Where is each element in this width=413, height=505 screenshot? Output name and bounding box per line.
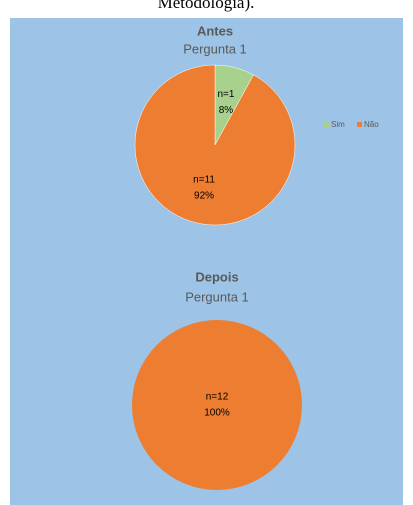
chart-subtitle: Pergunta 1 xyxy=(183,41,247,56)
count-label: n=12 xyxy=(206,392,229,403)
count-label: n=11 xyxy=(193,174,215,185)
value-label: 92% xyxy=(194,190,214,201)
pie-slice xyxy=(132,320,302,490)
chart-title: Depois xyxy=(195,269,238,284)
caption: Metodologia). xyxy=(158,0,255,12)
chart-title: Antes xyxy=(197,23,233,38)
pie-slice xyxy=(134,64,296,226)
value-label: 100% xyxy=(204,408,230,419)
chart-subtitle: Pergunta 1 xyxy=(185,289,249,304)
legend-swatch xyxy=(357,122,362,127)
value-label: 8% xyxy=(219,105,234,116)
legend-label: Não xyxy=(364,120,379,129)
legend-label: Sim xyxy=(331,120,345,129)
legend-swatch xyxy=(324,122,329,127)
count-label: n=1 xyxy=(217,89,234,100)
